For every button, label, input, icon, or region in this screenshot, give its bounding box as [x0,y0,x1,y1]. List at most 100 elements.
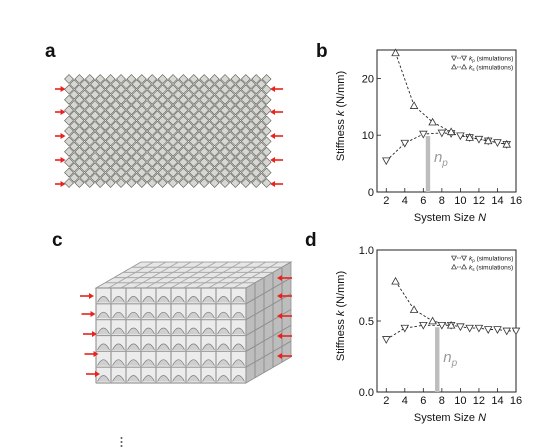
lattice-tile [178,84,189,95]
lattice-tile [220,157,230,168]
lattice-tile [209,136,220,147]
lattice-tile [95,136,106,147]
lattice-tile [256,162,267,173]
lattice-tile [100,110,111,121]
legend-marker-icon [451,63,457,70]
lattice-tile [147,167,158,178]
lattice-cell [232,296,245,303]
data-point [446,127,456,136]
lattice-tile [199,178,210,188]
lattice-tile [152,79,163,90]
lattice-tile [131,79,142,90]
arrowhead-icon [60,157,66,163]
lattice-tile [225,110,236,121]
lattice-tile [136,126,147,136]
lattice-tile [199,146,210,157]
x-axis-label: System Size N [414,212,486,224]
lattice-cell [202,359,215,366]
x-tick-label: 12 [473,195,485,207]
lattice-tile [204,100,215,110]
lattice-tile [225,131,236,142]
lattice-tile [84,146,95,157]
arrowhead-icon [90,311,96,317]
arrowhead-icon [277,275,282,281]
fit-curve-0 [386,324,516,340]
x-tick-label: 12 [473,395,485,407]
y-tick-label: 0.0 [359,387,374,399]
side-rib [245,293,292,321]
lattice-cell [217,359,230,366]
lattice-cell [97,343,110,350]
lattice-tile [79,141,90,152]
lattice-tile [131,162,142,173]
lattice-tile [220,94,230,105]
lattice-tile [157,126,168,136]
lattice-tile [240,74,251,84]
lattice-tile [225,79,236,90]
y-tick-label: 10 [362,130,374,142]
lattice-tile [199,105,210,116]
lattice-tile [157,146,168,157]
lattice-cell [217,296,230,303]
lattice-tile [126,178,137,188]
lattice-cell [112,343,125,350]
lattice-tile [183,152,194,162]
lattice-tile [188,126,199,136]
panel-label-d: d [305,230,317,251]
lattice-tile [162,141,173,152]
panel-label-b: b [316,41,328,62]
lattice-tile [194,110,204,121]
lattice-tile [261,115,272,126]
lattice-tile [256,152,267,162]
lattice-tile [136,178,147,188]
lattice-cell [187,343,200,350]
lattice-tile [64,167,74,178]
lattice-tile [105,157,116,168]
lattice-tile [261,167,272,178]
lattice-cell [202,375,215,382]
lattice-tile [183,141,194,152]
lattice-tile [209,167,220,178]
lattice-tile [74,84,85,95]
data-point [419,321,428,330]
lattice-tile [147,146,158,157]
lattice-tile [178,136,189,147]
top-rib [233,261,279,289]
data-point [400,139,410,148]
lattice-cell [127,327,140,335]
legend-label: kp (simulations) [469,56,513,64]
lattice-tile [246,100,256,110]
lattice-tile [230,178,241,188]
data-point [391,48,400,57]
legend-label: ks (simulations) [469,65,513,73]
lattice-tile [126,126,137,136]
lattice-tile [162,79,173,90]
lattice-tile [69,79,80,90]
lattice-cell [202,343,215,350]
lattice-tile [121,131,132,142]
side-rib [245,309,292,336]
lattice-cell [232,343,245,350]
ellipsis-mark [120,437,123,447]
lattice-tile [79,100,90,110]
lattice-tile [131,141,142,152]
lattice-tile [209,157,220,168]
lattice-tile [126,105,137,116]
lattice-tile [131,131,142,142]
lattice-tile [147,178,158,188]
lattice-tile [173,110,184,121]
lattice-tile [168,157,178,168]
lattice-tile [162,89,173,100]
lattice-tile [64,126,74,136]
lattice-tile [90,152,100,162]
lattice-tile [69,131,80,142]
lattice-tile [178,167,189,178]
lattice-tile [100,79,111,90]
lattice-tile [183,131,194,142]
lattice-tile [121,162,132,173]
lattice-tile [147,105,158,116]
lattice-tile [168,126,178,136]
lattice-tile [240,126,251,136]
legend-marker-icon [451,255,457,262]
lattice-tile [95,94,106,105]
